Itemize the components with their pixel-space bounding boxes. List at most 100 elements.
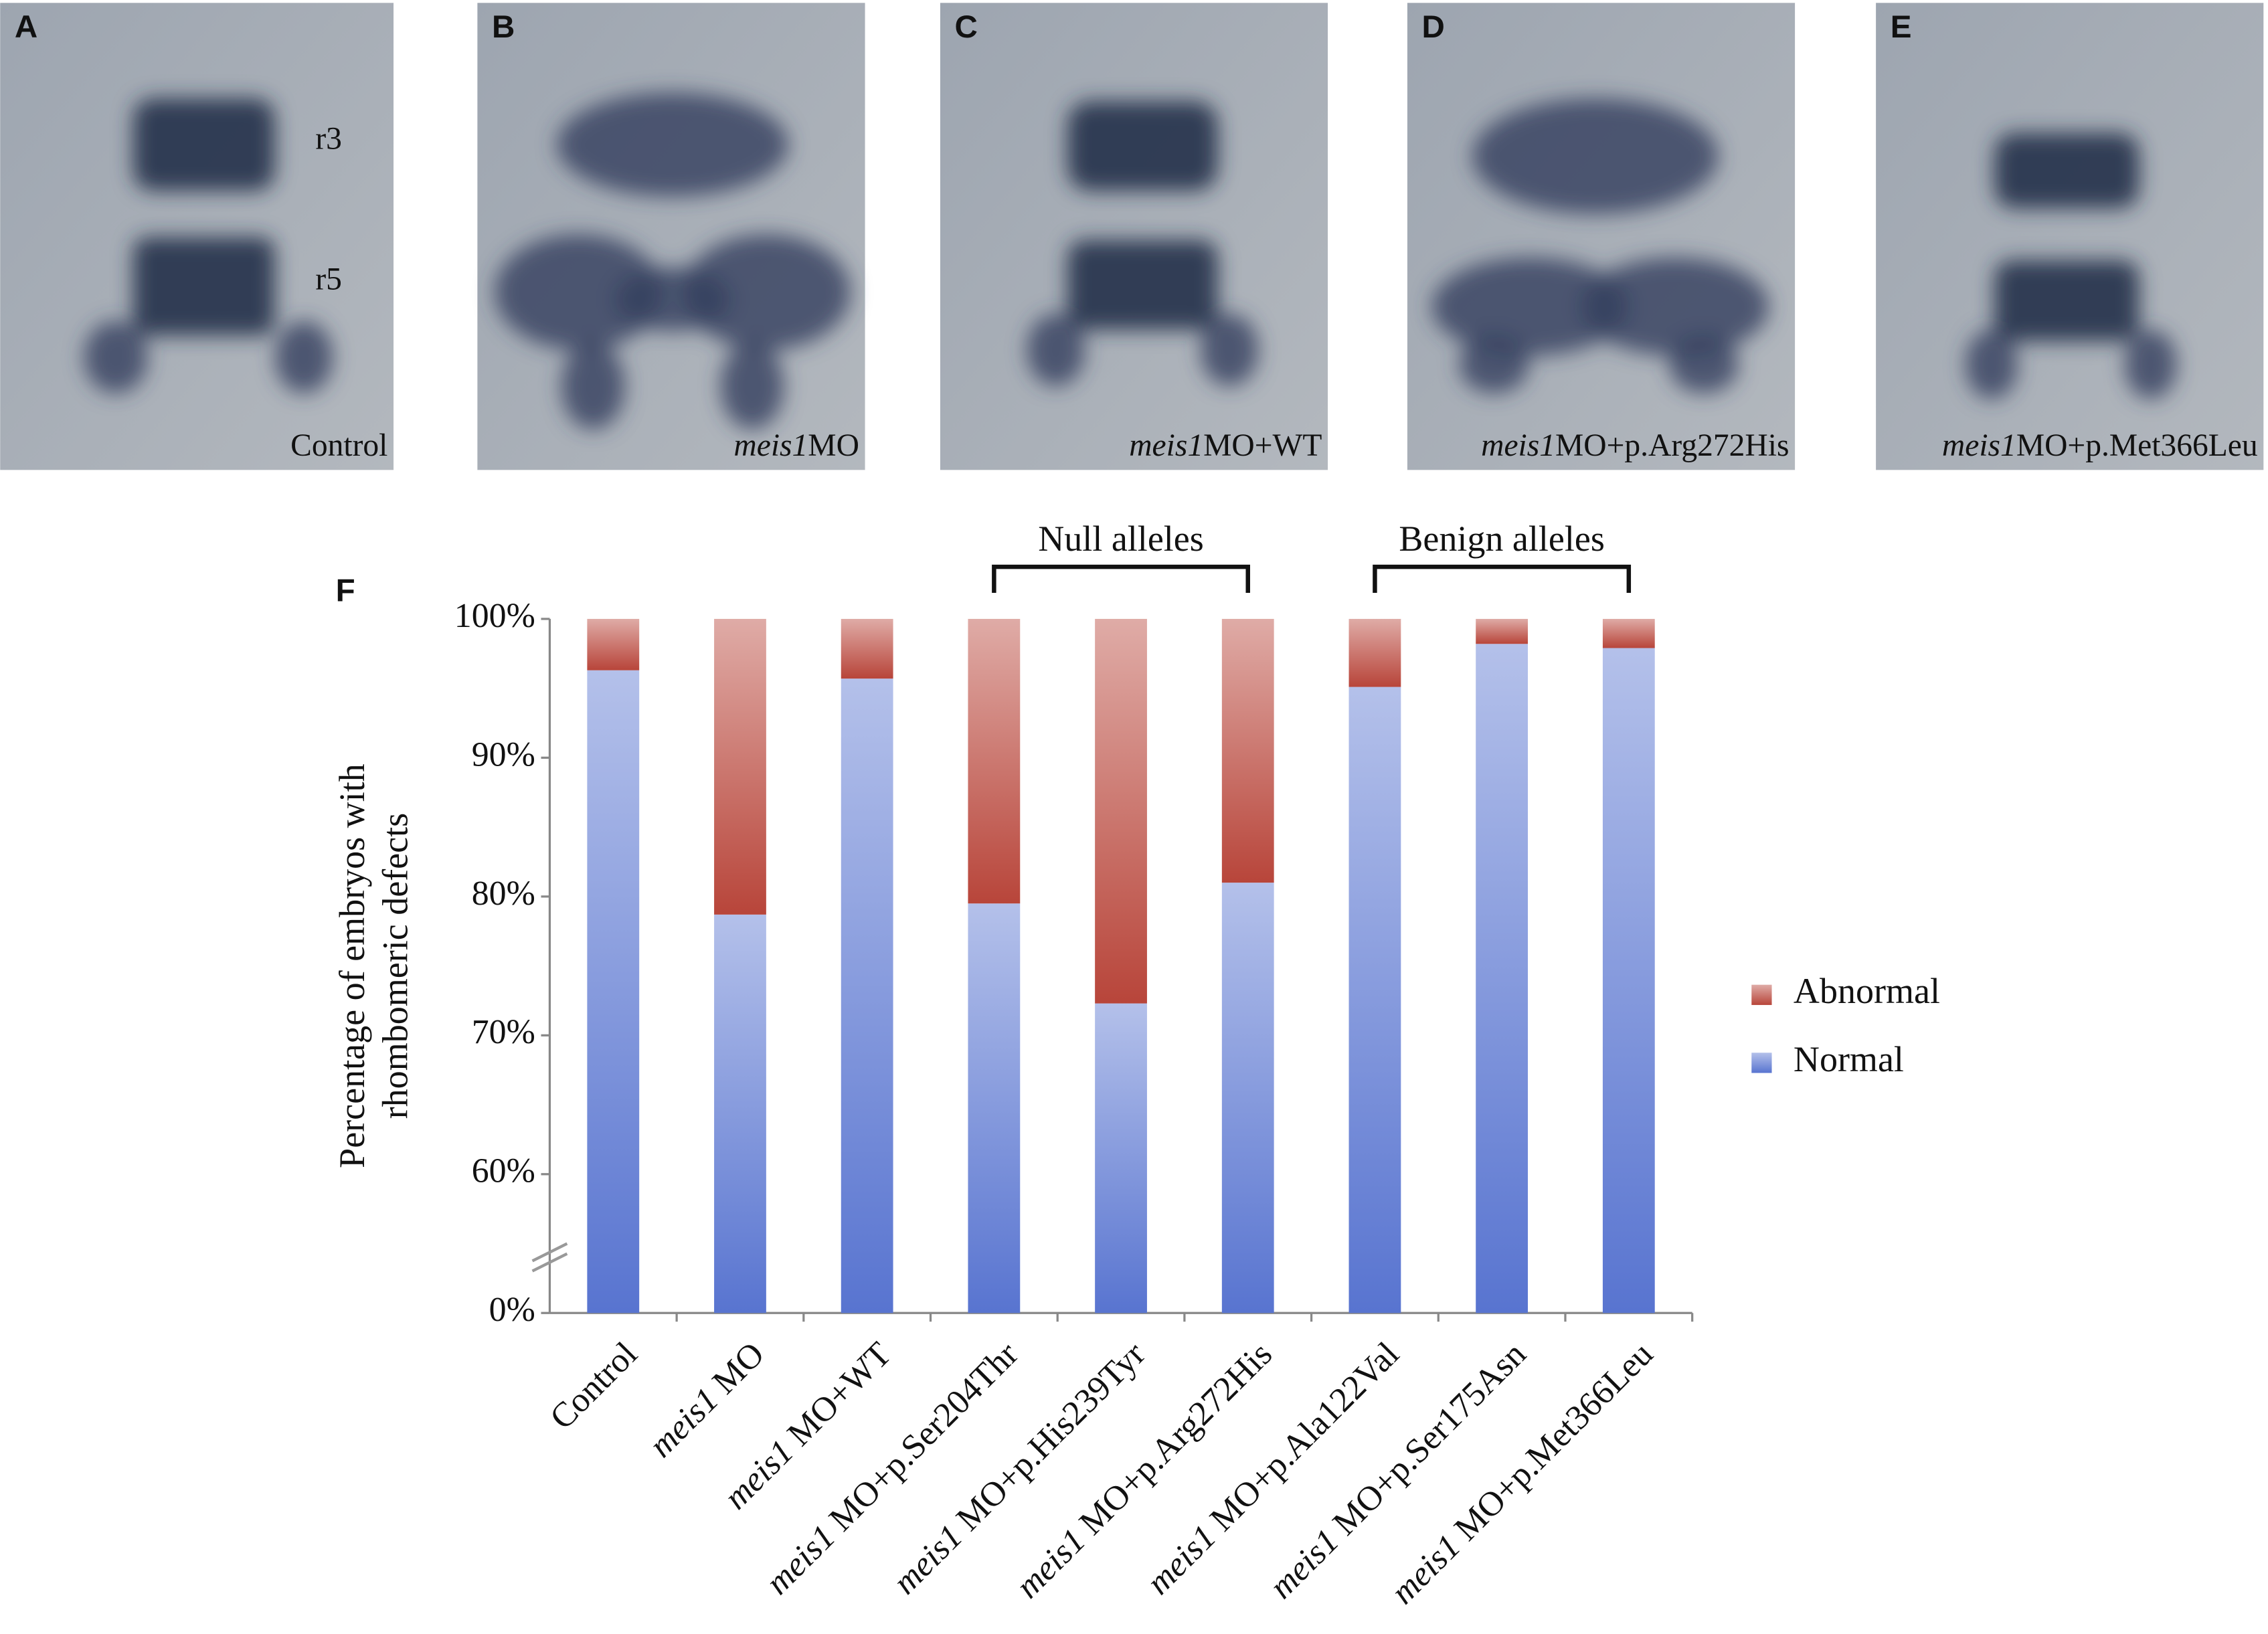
stain-band (1994, 132, 2140, 209)
micrograph (477, 3, 865, 470)
caption-part: meis1 (1481, 428, 1555, 463)
y-axis-label: Percentage of embryos with rhombomeric de… (332, 763, 416, 1168)
bar-segment (968, 618, 1021, 904)
panel-letter: F (336, 573, 355, 609)
caption-part: MO (808, 428, 859, 463)
caption-part: MO+p.Met366Leu (2016, 428, 2258, 463)
y-tick-label: 100% (454, 597, 535, 635)
stain-band (133, 237, 275, 336)
x-tick-label: meis1 MO+p.Ser175Asn (1262, 1335, 1533, 1606)
bar-segment (587, 618, 640, 670)
stain (1431, 98, 1769, 393)
bar-segment (1348, 687, 1401, 1313)
bar-segment (968, 903, 1021, 1313)
caption-part: meis1 (1129, 428, 1203, 463)
bar-segment (1476, 644, 1529, 1313)
y-tick-label: 90% (472, 735, 535, 774)
y-tick-label: 80% (472, 875, 535, 913)
y-tick-label: 60% (472, 1152, 535, 1190)
x-tick-label: meis1 MO+p.Ala122Val (1139, 1335, 1406, 1602)
legend-swatch (1751, 1053, 1772, 1073)
bar-segment (1602, 618, 1655, 648)
y-axis-label-line: rhombomeric defects (375, 813, 416, 1119)
stain-band (1472, 98, 1719, 214)
stain-band (1581, 257, 1769, 356)
panel-letter: A (15, 9, 37, 45)
stain-band (274, 321, 333, 393)
x-tick-label: meis1 MO+p.Arg272His (1009, 1335, 1280, 1606)
stain-band (1027, 313, 1085, 387)
bar-segment (1602, 648, 1655, 1313)
stain-band (683, 234, 851, 350)
band-label: r3 (315, 122, 342, 157)
x-tick-label: Control (543, 1335, 644, 1437)
panel-letter: B (492, 9, 515, 45)
stain (84, 98, 333, 393)
x-tick-label: meis1 MO+p.Ser204Thr (758, 1335, 1025, 1602)
bracket (1373, 564, 1632, 594)
y-tick-label: 0% (489, 1291, 535, 1329)
caption-part: meis1 (1942, 428, 2016, 463)
x-tick-label: meis1 MO (642, 1335, 772, 1465)
bar-segment (841, 618, 893, 679)
stain-band (495, 234, 663, 350)
bar-segment (1348, 618, 1401, 687)
bracket (992, 564, 1250, 594)
stain-band (720, 343, 784, 430)
stain-band (84, 321, 148, 393)
panel-letter: C (955, 9, 978, 45)
panel-letter: D (1422, 9, 1445, 45)
bar-segment (841, 678, 893, 1313)
axis-break (531, 1242, 568, 1263)
micrograph (940, 3, 1328, 470)
caption-part: MO+p.Arg272His (1555, 428, 1789, 463)
y-axis-label-line: Percentage of embryos with (332, 763, 372, 1168)
bar-segment (1095, 1003, 1147, 1313)
stain (1027, 101, 1259, 387)
bar-segment (714, 914, 766, 1313)
legend-swatch (1751, 984, 1772, 1005)
stain-band (1431, 257, 1629, 356)
micrograph (1876, 3, 2264, 470)
stain-band (1067, 240, 1218, 330)
panel-caption: Control (290, 428, 387, 463)
stain (495, 92, 851, 430)
caption-part: Control (290, 428, 387, 463)
stain-band (1200, 313, 1259, 387)
stain-band (1669, 335, 1739, 393)
bar-segment (587, 670, 640, 1313)
bar-segment (1221, 883, 1274, 1313)
panel-caption: meis1MO+WT (1129, 428, 1322, 463)
bar-segment (1476, 618, 1529, 644)
y-tick-label: 70% (472, 1013, 535, 1051)
legend-label: Abnormal (1794, 971, 1940, 1011)
bar-segment (1221, 618, 1274, 883)
caption-part: meis1 (733, 428, 808, 463)
x-tick-label: meis1 MO+p.Met366Leu (1384, 1335, 1660, 1611)
stain-band (614, 267, 731, 331)
panel-letter: E (1891, 9, 1912, 45)
panel-caption: meis1MO+p.Arg272His (1481, 428, 1789, 463)
stain-band (1994, 260, 2140, 342)
caption-part: MO+WT (1203, 428, 1322, 463)
bar-segment (714, 618, 766, 915)
panel-caption: meis1MO (733, 428, 859, 463)
stain-band (561, 343, 625, 430)
axis-break (531, 1252, 568, 1273)
panel: A Control r3 r5 (0, 3, 394, 470)
micrograph (0, 3, 394, 470)
band-label: r5 (315, 262, 342, 296)
x-tick-label: meis1 MO+p.His239Tyr (886, 1335, 1153, 1602)
stain-band (1459, 335, 1529, 393)
stain-band (133, 98, 275, 191)
annotation: Benign alleles (1399, 519, 1605, 559)
stain-band (557, 92, 789, 197)
legend-label: Normal (1794, 1039, 1904, 1079)
bar-segment (1095, 618, 1147, 1004)
stain-band (1966, 329, 2018, 399)
